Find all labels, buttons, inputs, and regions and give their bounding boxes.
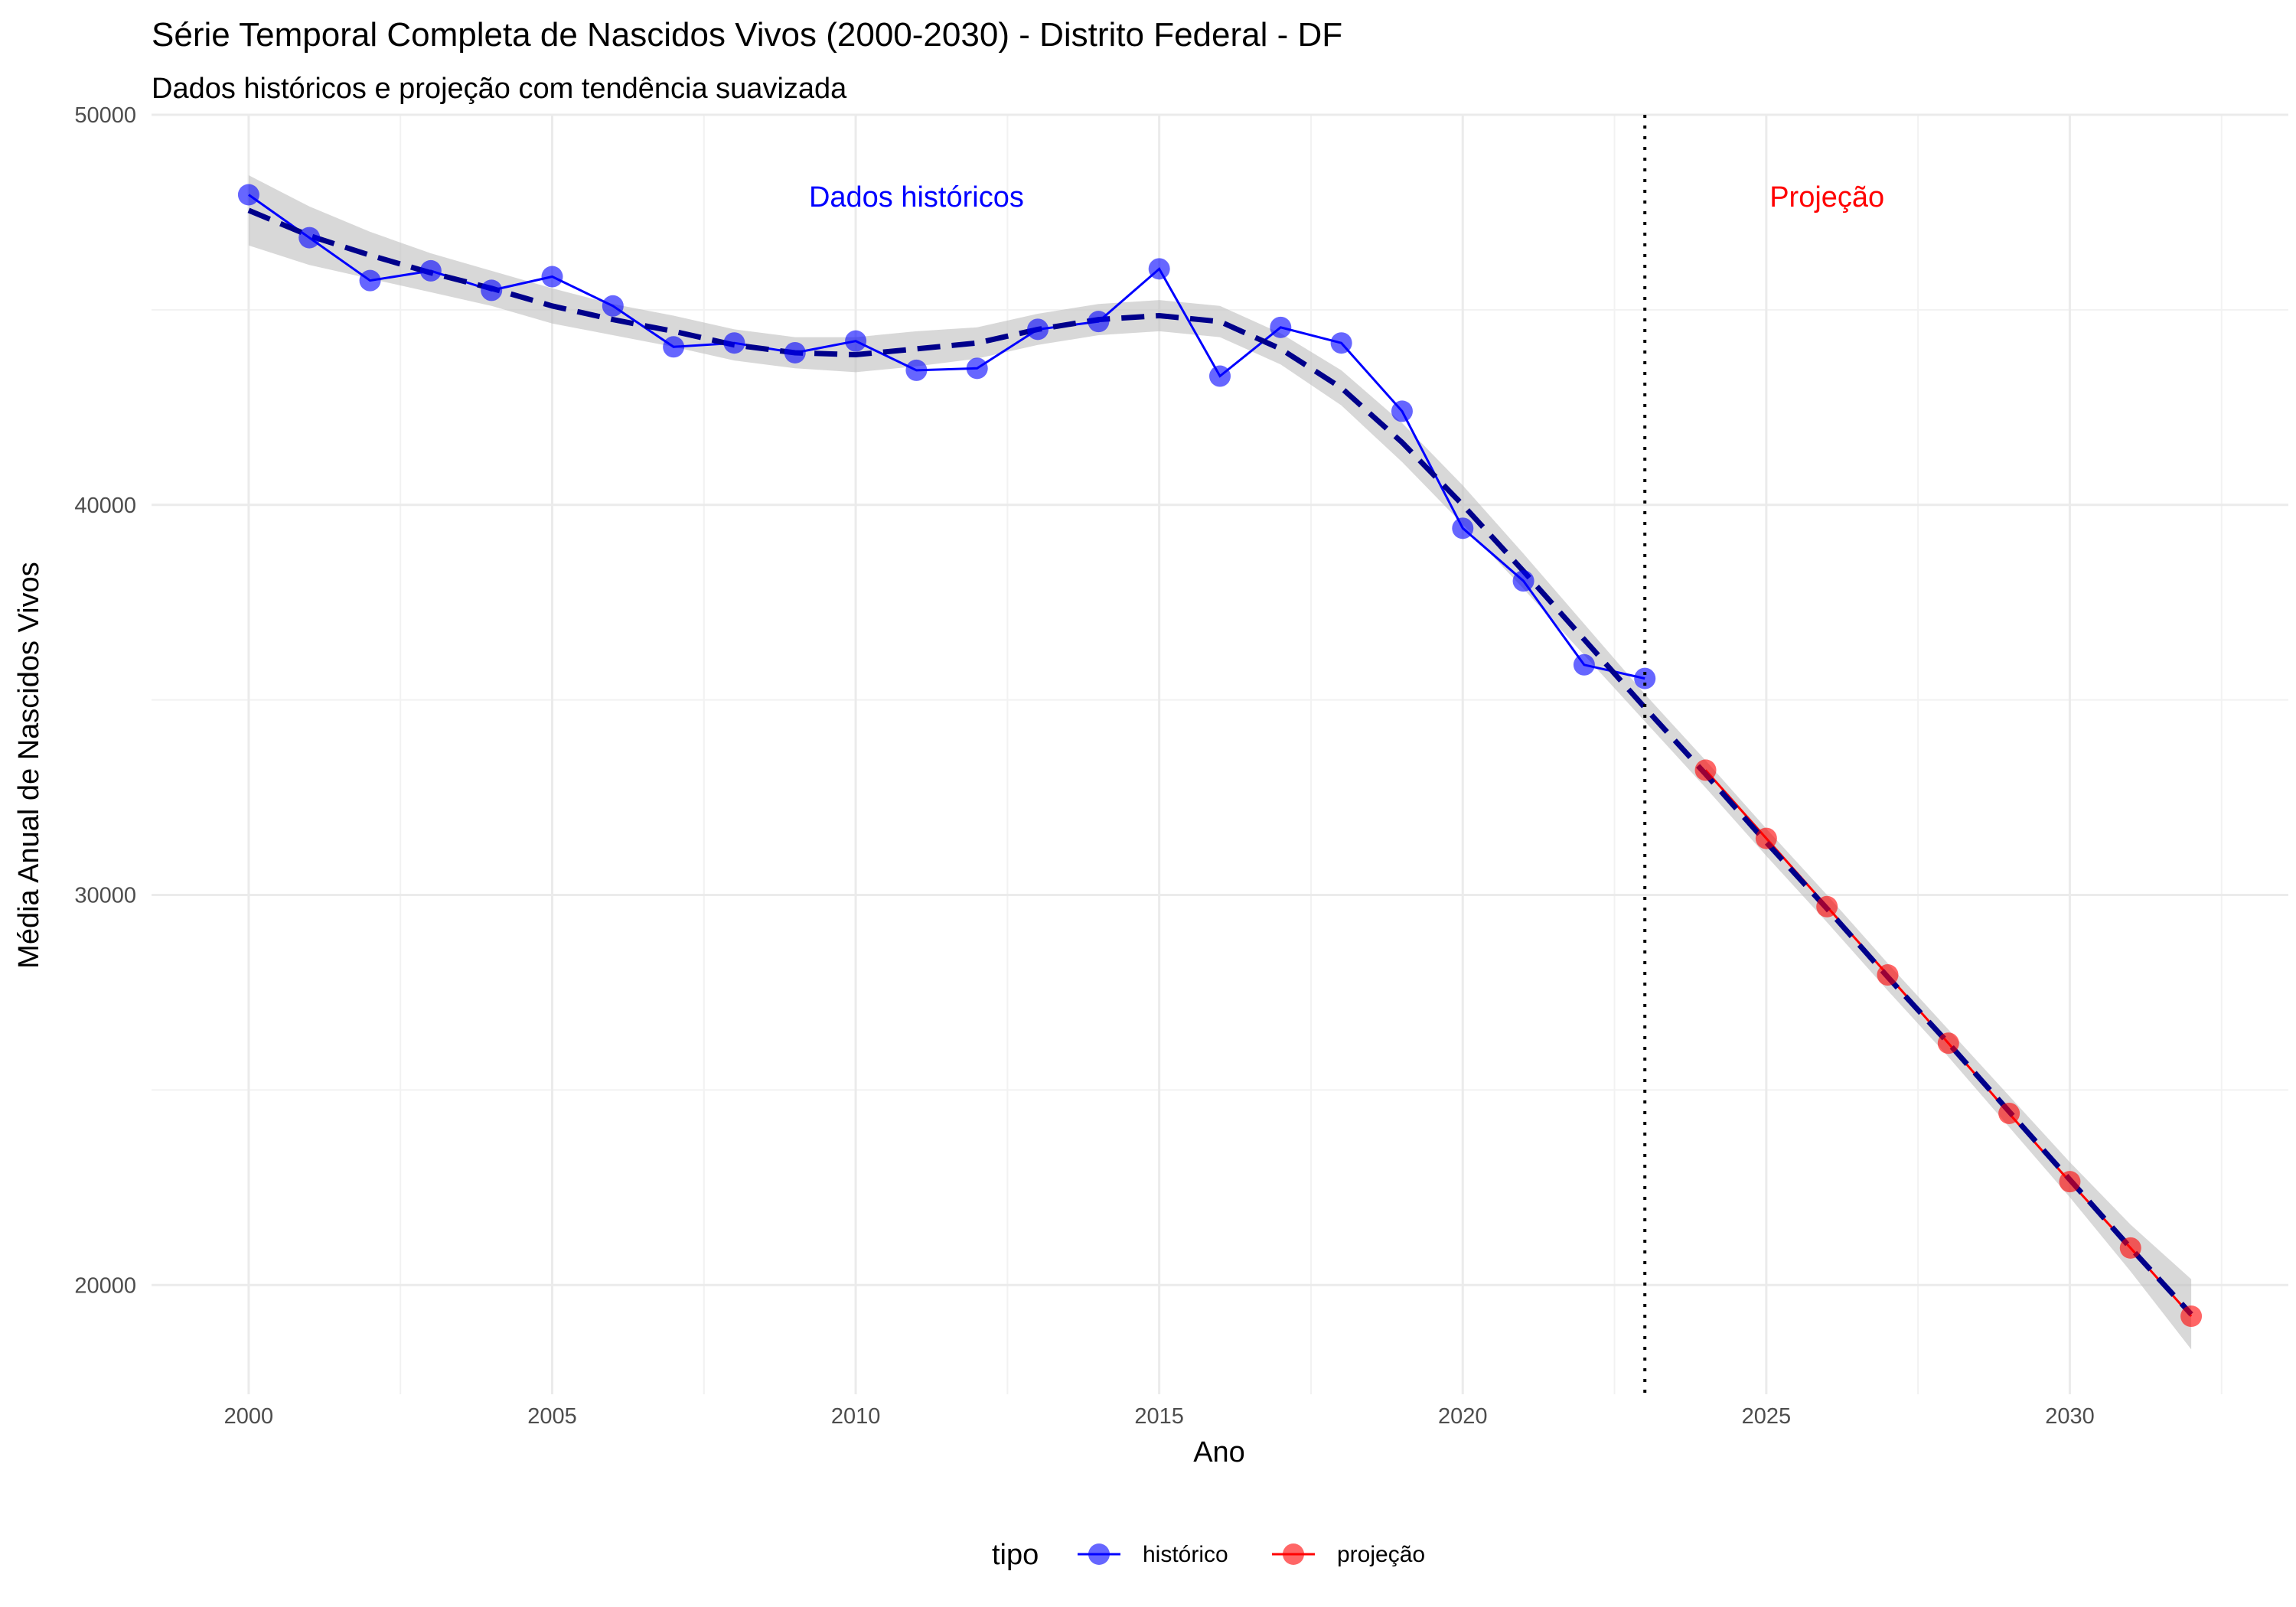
data-point-projecao (1816, 895, 1838, 918)
x-tick-label: 2000 (224, 1404, 274, 1429)
x-axis-title: Ano (1193, 1436, 1245, 1468)
x-tick-labels: 2000 2005 2010 2015 2020 2025 2030 (224, 1404, 2095, 1429)
data-point-historico (481, 279, 503, 302)
data-point-historico (663, 336, 685, 358)
data-point-historico (359, 269, 381, 292)
data-point-historico (723, 332, 745, 354)
trend-line (247, 207, 2193, 1316)
data-point-historico (784, 341, 806, 363)
data-point-historico (966, 357, 988, 380)
y-tick-labels: 20000 30000 40000 50000 (74, 103, 136, 1298)
x-tick-label: 2015 (1134, 1404, 1184, 1429)
data-point-historico (1148, 258, 1170, 280)
data-point-projecao (2180, 1305, 2203, 1328)
data-point-historico (298, 227, 321, 249)
data-point-projecao (1694, 759, 1717, 781)
data-point-historico (905, 359, 928, 381)
trend-confidence-ribbon (248, 175, 2192, 1350)
data-point-projecao (1998, 1102, 2020, 1124)
legend-title: tipo (992, 1539, 1039, 1571)
x-tick-label: 2005 (527, 1404, 577, 1429)
data-point-historico (1634, 667, 1656, 689)
chart-title: Série Temporal Completa de Nascidos Vivo… (152, 16, 1342, 54)
data-point-historico (1452, 517, 1474, 539)
data-point-projecao (1755, 827, 1777, 849)
y-tick-label: 20000 (74, 1273, 136, 1298)
annotation-historic: Dados históricos (809, 181, 1024, 214)
trend-ribbon-layer (248, 175, 2192, 1350)
y-tick-label: 40000 (74, 494, 136, 518)
legend-label-projecao: projeção (1337, 1542, 1425, 1567)
points-layer (237, 184, 2203, 1328)
x-tick-label: 2030 (2045, 1404, 2095, 1429)
x-tick-label: 2020 (1438, 1404, 1488, 1429)
annotation-projection: Projeção (1769, 181, 1884, 214)
data-point-historico (602, 295, 624, 317)
y-tick-label: 50000 (74, 103, 136, 128)
annotations: Dados históricos Projeção (809, 181, 1884, 214)
data-point-projecao (1937, 1032, 1959, 1054)
x-tick-label: 2010 (831, 1404, 881, 1429)
data-point-historico (237, 184, 259, 206)
x-tick-label: 2025 (1742, 1404, 1792, 1429)
grid (152, 113, 2288, 1394)
chart-subtitle: Dados históricos e projeção com tendênci… (152, 73, 847, 105)
legend-marker-projecao (1283, 1543, 1304, 1565)
series-lines (248, 194, 2193, 1317)
data-point-historico (541, 266, 563, 288)
y-tick-label: 30000 (74, 884, 136, 908)
data-point-projecao (1877, 964, 1899, 986)
data-point-historico (1391, 400, 1413, 422)
data-point-historico (1088, 311, 1110, 333)
data-point-historico (1330, 332, 1352, 354)
data-point-historico (419, 259, 442, 282)
trend-line-layer (247, 207, 2193, 1316)
data-point-projecao (2059, 1171, 2081, 1193)
data-point-historico (845, 330, 867, 352)
data-point-historico (1209, 365, 1231, 387)
data-point-historico (1027, 318, 1049, 341)
data-point-historico (1573, 654, 1595, 676)
data-point-projecao (2119, 1237, 2141, 1259)
data-point-historico (1512, 570, 1534, 592)
data-point-historico (1270, 316, 1292, 338)
legend-label-historico: histórico (1143, 1542, 1228, 1567)
legend: tipo histórico projeção (992, 1539, 1425, 1571)
y-axis-title: Média Anual de Nascidos Vivos (13, 562, 45, 969)
legend-marker-historico (1088, 1543, 1110, 1565)
